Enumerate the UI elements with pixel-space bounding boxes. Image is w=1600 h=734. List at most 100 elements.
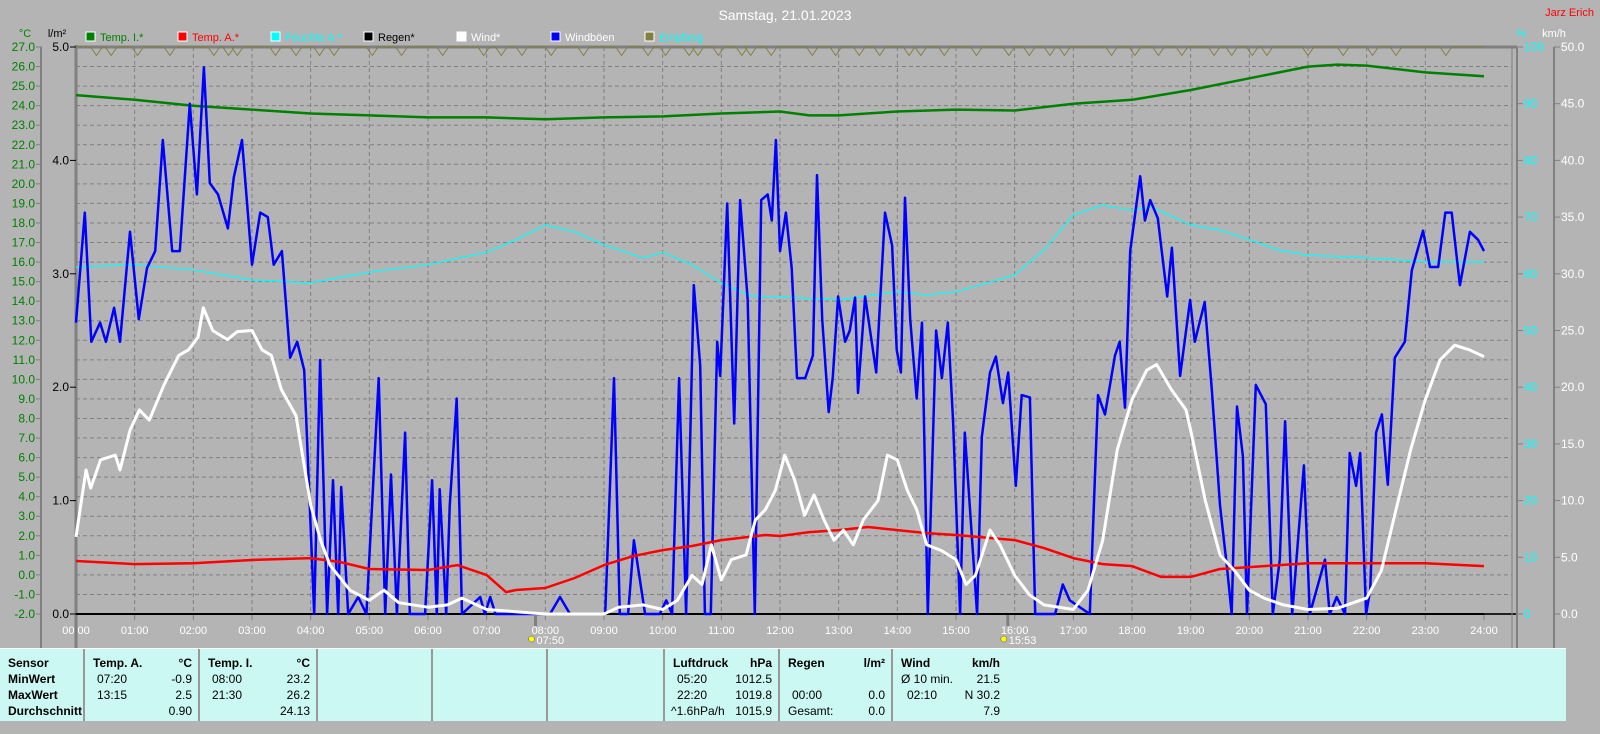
- x-tick-label: 05:00: [356, 625, 384, 637]
- temp-tick-label: 2.0: [18, 529, 35, 543]
- axes: -2.0 -1.0 0.0 1.0 2.0 3.0 4.0 5.0 6.0 7.0 8.0 9.0 10…: [12, 40, 1585, 648]
- rain-time: 00:00: [792, 688, 823, 702]
- x-tick-label: 23:00: [1412, 625, 1440, 637]
- x-tick-label: 15:00: [942, 625, 970, 637]
- speed-tick-label: 30.0: [1561, 267, 1585, 281]
- humidity-tick-label: 50: [1524, 324, 1538, 338]
- x-tick-label: 19:00: [1177, 625, 1205, 637]
- rain-value: 0.0: [868, 688, 885, 702]
- humidity-tick-label: 60: [1524, 267, 1538, 281]
- humidity-tick-label: 40: [1524, 380, 1538, 394]
- temp-tick-label: 18.0: [12, 216, 36, 230]
- humidity-tick-label: 100: [1524, 40, 1544, 54]
- x-tick-label: 03:00: [238, 625, 266, 637]
- temp-i-min-time: 08:00: [212, 672, 243, 686]
- speed-tick-label: 5.0: [1561, 550, 1578, 564]
- temp-i-min: 23.2: [286, 672, 310, 686]
- pressure-trend: ^1.6hPa/h: [671, 704, 725, 718]
- wind-header: Wind: [901, 656, 931, 670]
- temp-i-header: Temp. I.: [208, 656, 253, 670]
- pressure-max-time: 22:20: [677, 688, 708, 702]
- speed-axis-unit: km/h: [1542, 28, 1566, 40]
- temp-tick-label: -1.0: [14, 587, 35, 601]
- legend-label: Temp. A.*: [192, 32, 240, 44]
- temp-tick-label: 13.0: [12, 314, 36, 328]
- wind-unit: km/h: [971, 656, 1000, 670]
- x-tick-label: 13:00: [825, 625, 853, 637]
- pressure-max: 1019.8: [735, 688, 772, 702]
- legend: Temp. I.* Temp. A.* Feuchte A.* Regen* Wind*…: [85, 31, 703, 44]
- wind-avg10: 21.5: [976, 672, 1000, 686]
- humidity-tick-label: 70: [1524, 210, 1538, 224]
- x-tick-label: 20:00: [1236, 625, 1264, 637]
- legend-swatch: [270, 31, 281, 42]
- x-tick-label: 06:00: [414, 625, 442, 637]
- rain-total-label: Gesamt:: [788, 704, 834, 718]
- wind-max: N 30.2: [964, 688, 1000, 702]
- temp-tick-label: 24.0: [12, 99, 36, 113]
- temp-tick-label: 22.0: [12, 138, 36, 152]
- humidity-tick-label: 80: [1524, 153, 1538, 167]
- temp-i-avg: 24.13: [279, 704, 310, 718]
- legend-swatch: [456, 31, 467, 42]
- temp-tick-label: 7.0: [18, 431, 35, 445]
- temp-i-column: Temp. I. °C 08:00 23.2 21:30 26.2 24.13: [200, 649, 318, 721]
- temp-tick-label: 27.0: [12, 40, 36, 54]
- x-tick-label: 18:00: [1118, 625, 1146, 637]
- temp-tick-label: 6.0: [18, 451, 35, 465]
- legend-swatch: [550, 31, 561, 42]
- humidity-axis-unit: %: [1516, 28, 1526, 40]
- temp-tick-label: 11.0: [13, 353, 36, 367]
- annotations: 07:50 15:53: [528, 615, 1037, 647]
- speed-tick-label: 40.0: [1561, 153, 1585, 167]
- rain-tick-label: 5.0: [52, 40, 69, 54]
- empty-column-2: [433, 649, 548, 721]
- humidity-tick-label: 30: [1524, 437, 1538, 451]
- legend-swatch: [85, 31, 96, 42]
- temp-tick-label: 9.0: [18, 392, 35, 406]
- temp-tick-label: 3.0: [18, 509, 35, 523]
- x-tick-label: 01:00: [121, 625, 149, 637]
- sunset-label: 15:53: [1009, 635, 1037, 647]
- pressure-avg: 1015.9: [735, 704, 772, 718]
- rain-header: Regen: [788, 656, 825, 670]
- chart-title: Samstag, 21.01.2023: [718, 7, 851, 23]
- temp-tick-label: 16.0: [12, 255, 36, 269]
- temp-tick-label: 10.0: [12, 372, 36, 386]
- legend-swatch: [363, 31, 374, 42]
- temp-tick-label: 1.0: [18, 548, 35, 562]
- sunset-icon: [1000, 635, 1008, 643]
- x-tick-label: 08:00: [532, 625, 560, 637]
- pressure-unit: hPa: [749, 656, 772, 670]
- series-feuchte-a-line: [75, 204, 1484, 301]
- series-wind-line: [74, 306, 1485, 616]
- sunrise-icon: [528, 635, 535, 643]
- x-tick-label: 14:00: [884, 625, 912, 637]
- speed-tick-label: 10.0: [1561, 494, 1585, 508]
- legend-label: Regen*: [378, 32, 415, 44]
- rain-column: Regen l/m² 00:00 0.0 Gesamt: 0.0: [780, 649, 893, 721]
- sensor-column: Sensor MinWert MaxWert Durchschnitt: [0, 649, 85, 721]
- legend-label: Feuchte A.*: [285, 32, 343, 44]
- legend-label: Empfang: [659, 32, 703, 44]
- statistics-panel: Sensor MinWert MaxWert Durchschnitt Temp…: [0, 648, 1566, 721]
- rain-tick-label: 0.0: [52, 607, 69, 621]
- legend-label: Windböen: [565, 32, 615, 44]
- temp-i-max-time: 21:30: [212, 688, 243, 702]
- sensor-header: Sensor: [8, 656, 49, 670]
- series-temp-i-line: [75, 63, 1485, 121]
- row-label-max: MaxWert: [8, 688, 58, 702]
- x-tick-label: 07:00: [473, 625, 501, 637]
- temp-tick-label: 25.0: [12, 79, 36, 93]
- temp-tick-label: 19.0: [12, 196, 36, 210]
- x-tick-label: 22:00: [1353, 625, 1381, 637]
- x-tick-label: 21:00: [1294, 625, 1322, 637]
- speed-tick-label: 45.0: [1561, 97, 1585, 111]
- sunrise-label: 07:50: [537, 635, 565, 647]
- humidity-tick-label: 10: [1524, 550, 1538, 564]
- temp-tick-label: 0.0: [18, 568, 35, 582]
- temp-i-unit: °C: [296, 656, 310, 670]
- series-empfang-line: [76, 46, 1484, 56]
- author-label: Jarz Erich: [1545, 7, 1594, 19]
- legend-swatch: [177, 31, 188, 42]
